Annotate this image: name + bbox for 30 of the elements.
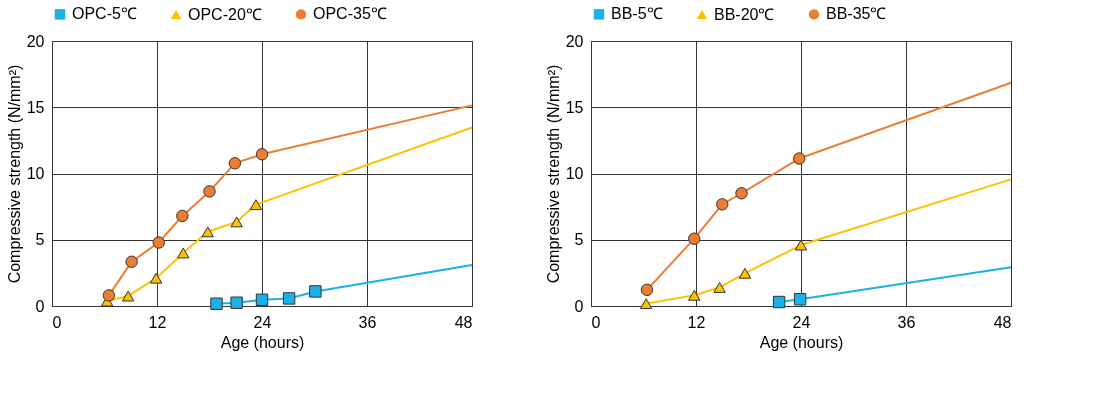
- x-axis-title: Age (hours): [759, 333, 844, 351]
- x-tick-label: 24: [253, 313, 272, 331]
- y-tick-label: 20: [26, 32, 45, 50]
- y-tick-label: 20: [565, 32, 584, 50]
- y-tick-label: 0: [574, 297, 584, 315]
- x-tick-label: 0: [591, 313, 601, 331]
- y-axis-title: Compressive strength (N/mm²): [544, 64, 562, 284]
- y-tick-label: 5: [35, 231, 45, 249]
- x-tick-label: 36: [358, 313, 377, 331]
- x-tick-label: 48: [454, 313, 473, 331]
- x-tick-label: 0: [52, 313, 62, 331]
- legend-label: BB-20℃: [714, 5, 775, 23]
- y-tick-label: 10: [26, 165, 45, 182]
- x-tick-label: 36: [897, 313, 916, 331]
- x-axis-title: Age (hours): [220, 333, 305, 351]
- legend-label: OPC-35℃: [313, 5, 387, 23]
- y-tick-label: 0: [35, 297, 45, 315]
- y-tick-label: 5: [574, 231, 584, 249]
- legend-label: OPC-20℃: [188, 5, 262, 23]
- x-tick-label: 24: [792, 313, 811, 331]
- legend-label: BB-5℃: [611, 5, 663, 23]
- legend-label: BB-35℃: [826, 5, 887, 23]
- x-tick-label: 12: [687, 313, 706, 331]
- y-tick-label: 15: [26, 98, 45, 116]
- y-tick-label: 15: [565, 98, 584, 116]
- x-tick-label: 48: [993, 313, 1012, 331]
- legend-label: OPC-5℃: [72, 5, 137, 23]
- x-tick-label: 12: [148, 313, 167, 331]
- y-axis-title: Compressive strength (N/mm²): [5, 64, 23, 284]
- y-tick-label: 10: [565, 165, 584, 182]
